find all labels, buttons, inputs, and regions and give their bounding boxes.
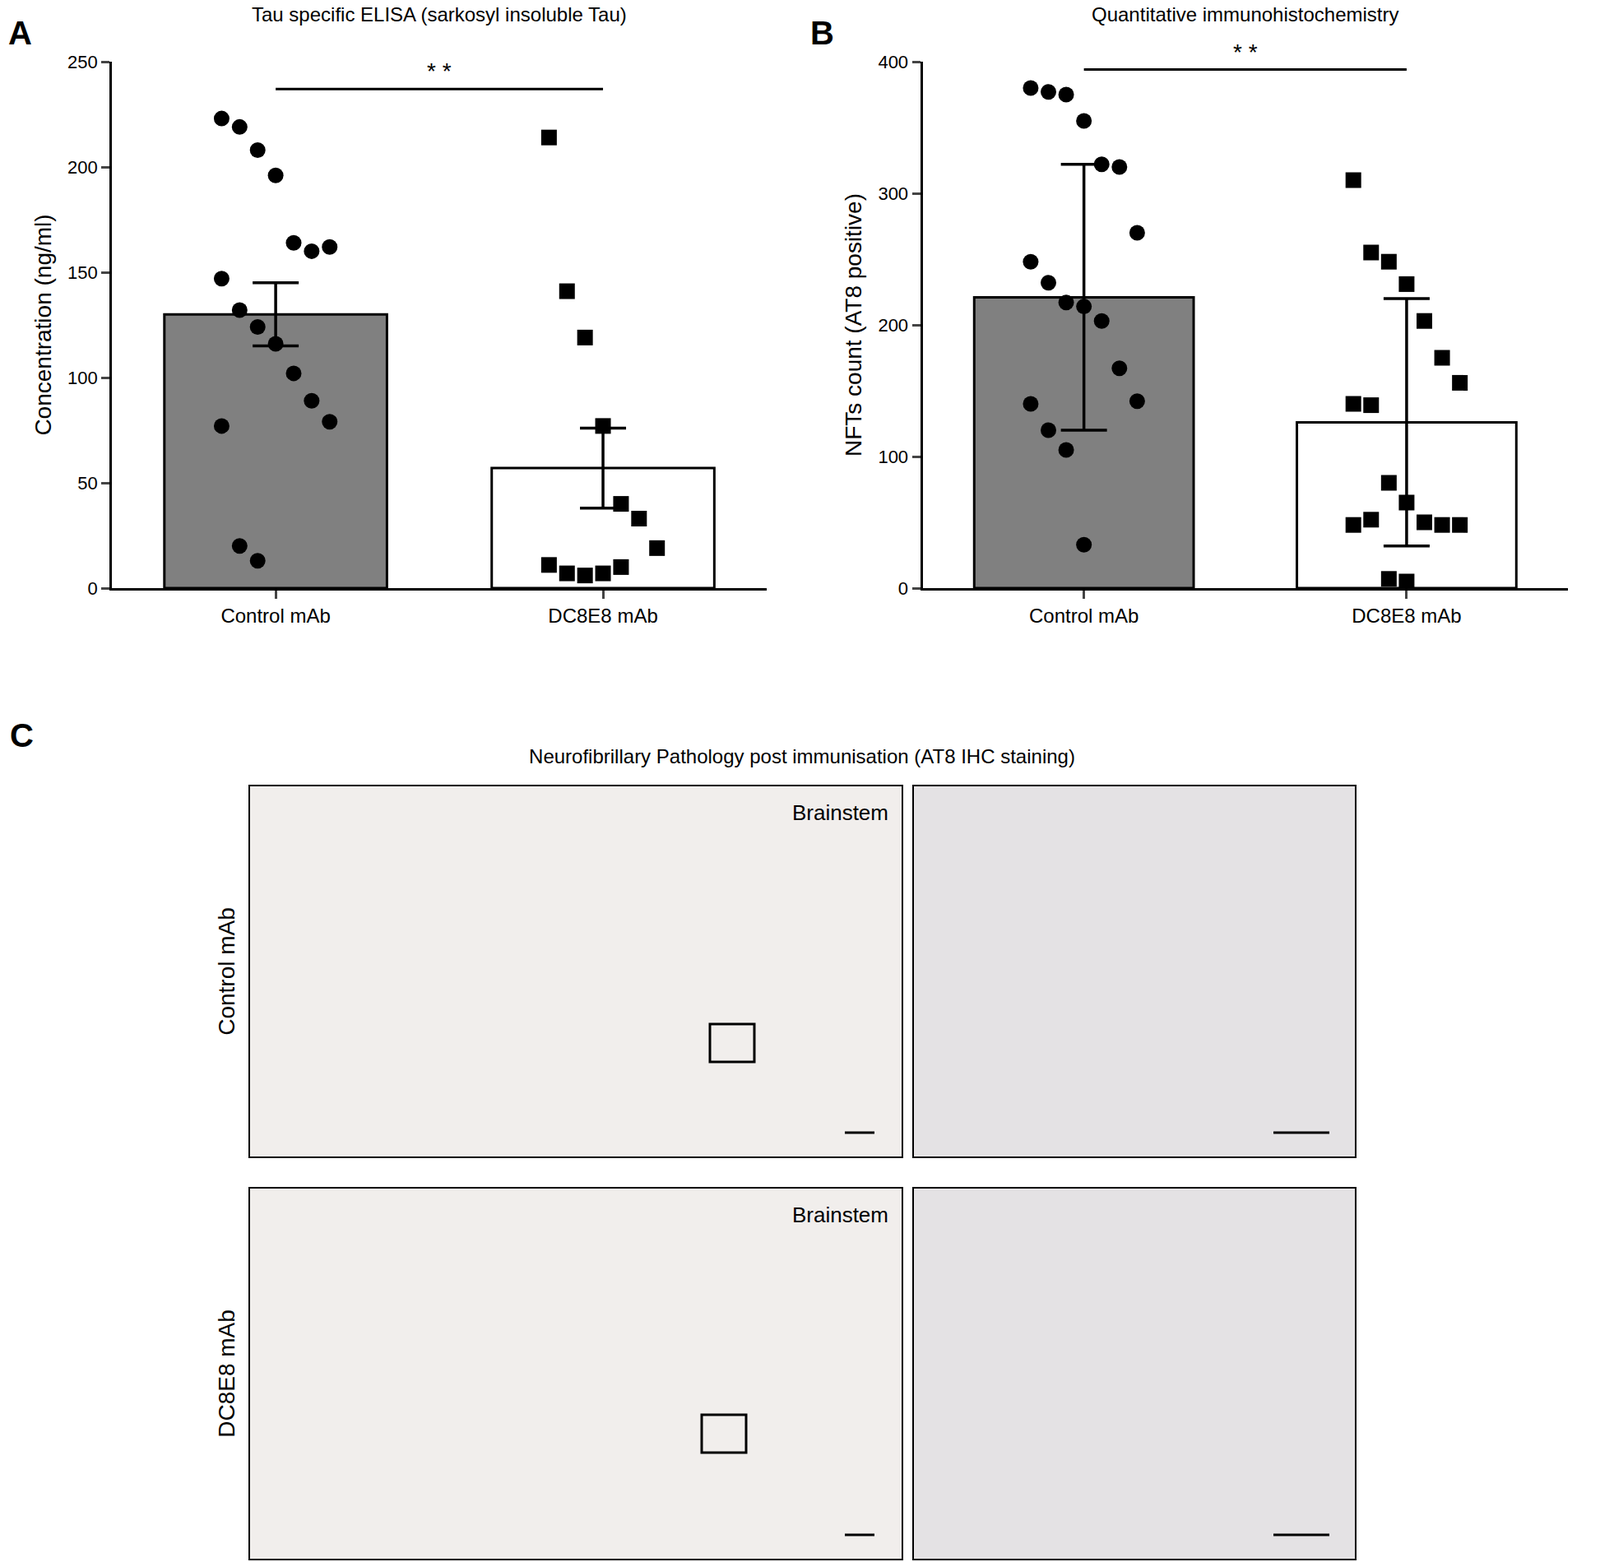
svg-text:50: 50 (77, 473, 98, 494)
svg-text:Brainstem: Brainstem (792, 1202, 889, 1228)
svg-text:* *: * * (1233, 39, 1258, 65)
svg-text:100: 100 (877, 446, 909, 468)
svg-text:Quantitative immunohistochemis: Quantitative immunohistochemistry (1091, 3, 1399, 26)
svg-text:Neurofibrillary Pathology post: Neurofibrillary Pathology post immunisat… (528, 745, 1076, 768)
svg-text:250: 250 (67, 51, 98, 73)
svg-text:400: 400 (877, 51, 909, 73)
svg-text:300: 300 (877, 183, 909, 205)
svg-text:Concentration (ng/ml): Concentration (ng/ml) (30, 213, 56, 436)
svg-text:C: C (9, 717, 34, 754)
svg-text:0: 0 (898, 578, 909, 599)
svg-text:200: 200 (67, 157, 98, 178)
svg-text:200: 200 (877, 315, 909, 336)
svg-text:Brainstem: Brainstem (792, 800, 889, 826)
html-text:B: B (810, 14, 835, 52)
svg-text:DC8E8 mAb: DC8E8 mAb (1351, 604, 1461, 627)
svg-text:Control mAb: Control mAb (220, 604, 330, 627)
svg-text:Tau specific ELISA (sarkosyl i: Tau specific ELISA (sarkosyl insoluble T… (251, 3, 627, 26)
svg-text:Control mAb: Control mAb (213, 907, 240, 1036)
svg-text:DC8E8 mAb: DC8E8 mAb (547, 604, 658, 627)
svg-text:NFTs count (AT8 positive): NFTs count (AT8 positive) (840, 193, 867, 457)
svg-text:100: 100 (67, 367, 98, 389)
svg-text:0: 0 (87, 578, 98, 599)
svg-text:150: 150 (67, 262, 98, 283)
html-text:A: A (8, 14, 32, 52)
svg-text:Control mAb: Control mAb (1029, 604, 1139, 627)
svg-text:DC8E8 mAb: DC8E8 mAb (213, 1309, 240, 1438)
svg-text:* *: * * (426, 58, 452, 84)
